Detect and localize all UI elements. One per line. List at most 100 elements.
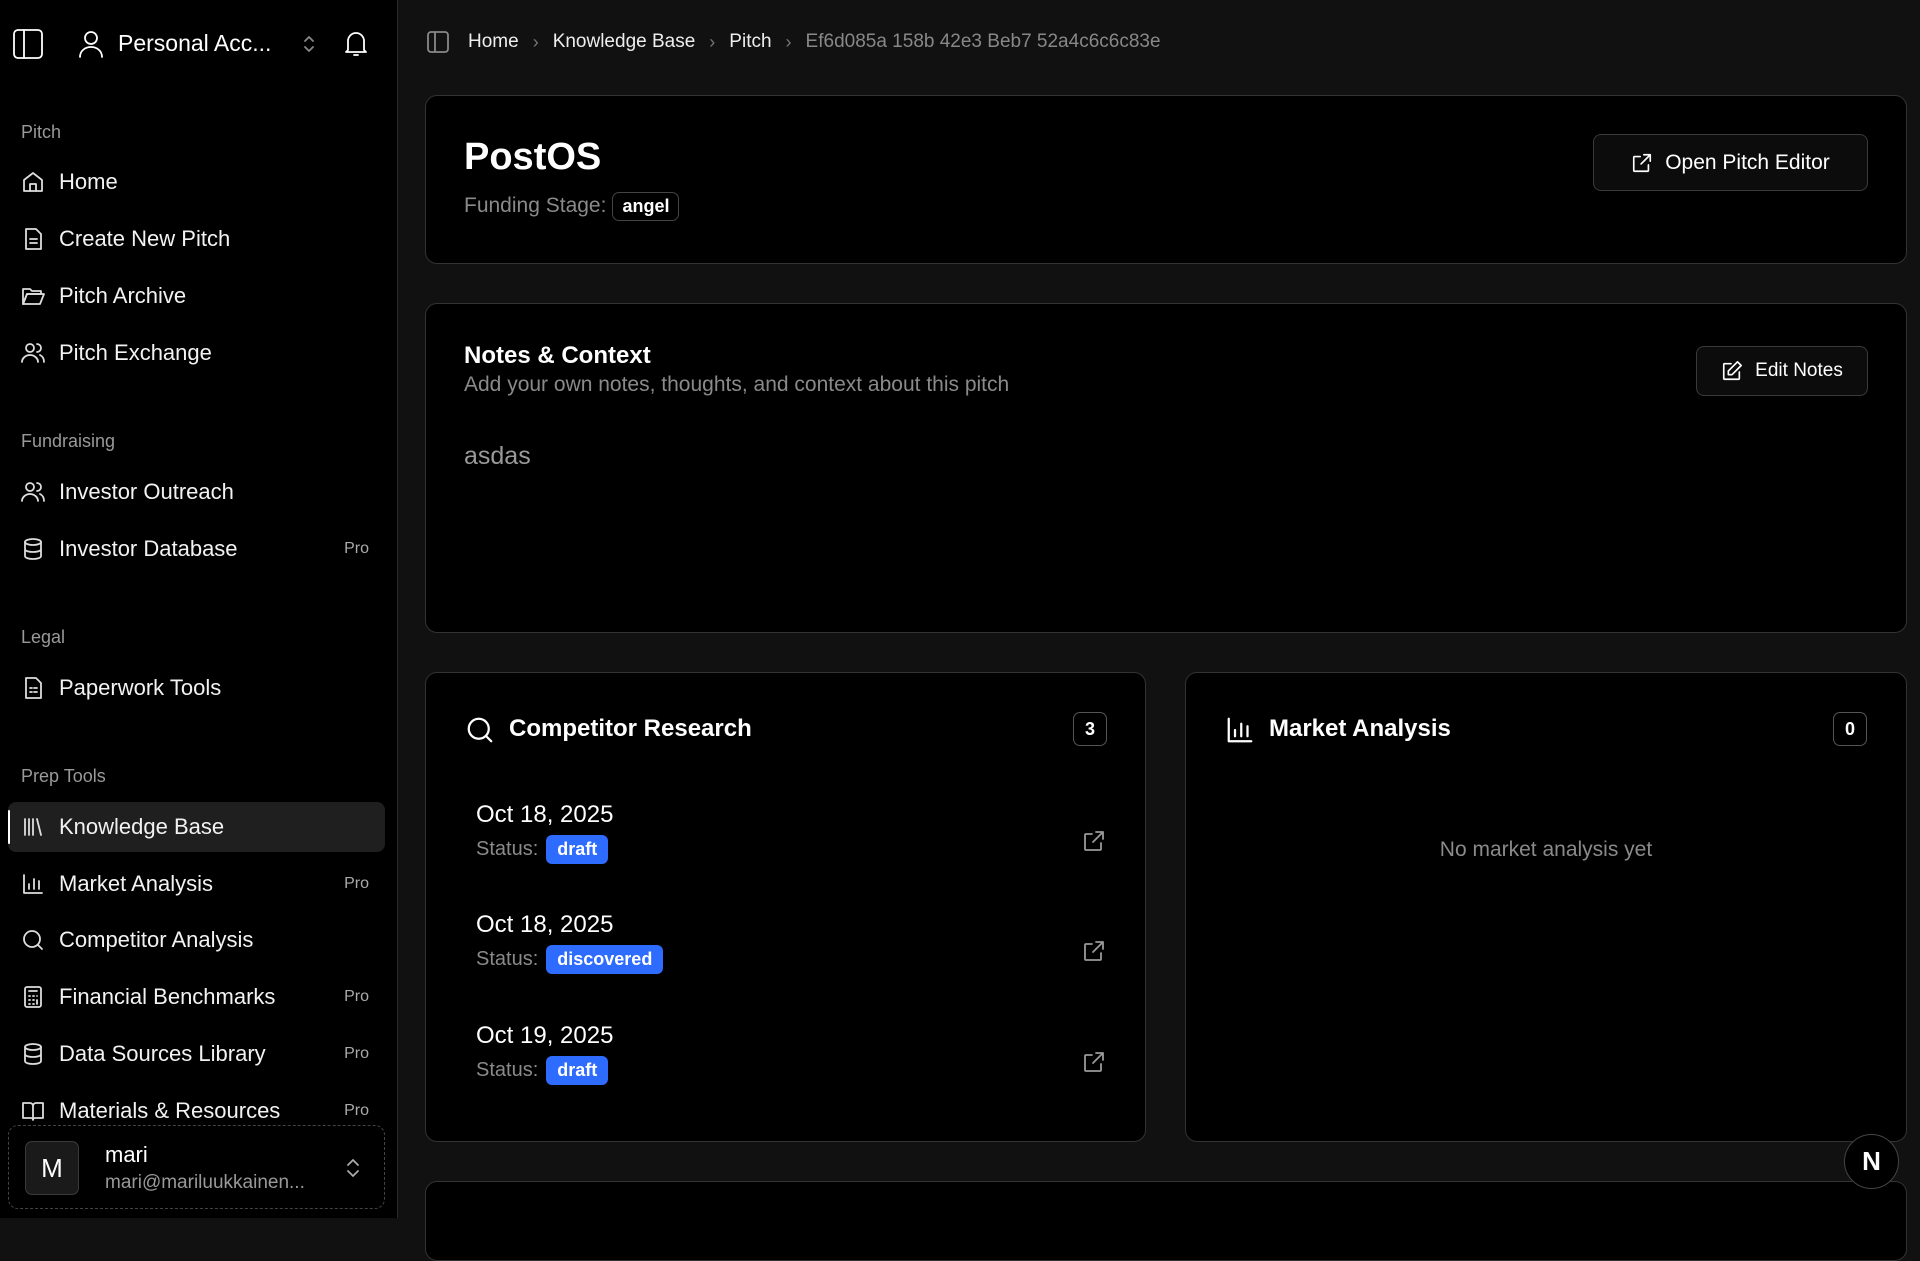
empty-state: No market analysis yet bbox=[1439, 838, 1653, 861]
competitor-item[interactable]: Oct 19, 2025 Status: draft bbox=[476, 1022, 1106, 1112]
chevrons-up-down-icon bbox=[347, 1159, 359, 1177]
breadcrumb-knowledge-base[interactable]: Knowledge Base bbox=[552, 31, 696, 52]
notes-content: asdas bbox=[464, 442, 531, 470]
sidebar-item-competitor-analysis[interactable]: Competitor Analysis bbox=[8, 915, 385, 965]
chevrons-up-down-icon[interactable] bbox=[302, 34, 316, 54]
market-analysis-title: Market Analysis bbox=[1269, 715, 1451, 742]
sidebar-item-label: Financial Benchmarks bbox=[59, 984, 276, 1009]
sidebar-item-pitch-exchange[interactable]: Pitch Exchange bbox=[8, 328, 385, 378]
sidebar-item-financial-benchmarks[interactable]: Financial Benchmarks Pro bbox=[8, 972, 385, 1022]
section-label-legal: Legal bbox=[21, 627, 66, 647]
pro-badge: Pro bbox=[344, 1102, 369, 1119]
pro-badge: Pro bbox=[344, 875, 369, 892]
user-menu[interactable]: M mari mari@mariluukkainen... bbox=[8, 1125, 385, 1209]
sidebar-item-investor-outreach[interactable]: Investor Outreach bbox=[8, 467, 385, 517]
external-link-icon[interactable] bbox=[1082, 1050, 1106, 1074]
avatar: M bbox=[25, 1141, 79, 1195]
chevron-right-icon: › bbox=[785, 31, 792, 52]
competitor-item[interactable]: Oct 18, 2025 Status: discovered bbox=[476, 911, 1106, 1001]
external-link-icon bbox=[1633, 153, 1652, 172]
status-label: Status: bbox=[476, 1059, 539, 1081]
pro-badge: Pro bbox=[344, 988, 369, 1005]
account-switcher[interactable]: Personal Acc... bbox=[118, 30, 272, 56]
file-icon bbox=[25, 228, 42, 250]
sidebar-item-label: Knowledge Base bbox=[59, 814, 225, 839]
sidebar-item-label: Market Analysis bbox=[59, 871, 214, 896]
item-date: Oct 18, 2025 bbox=[476, 801, 614, 828]
breadcrumb-pitch[interactable]: Pitch bbox=[729, 31, 772, 52]
item-date: Oct 19, 2025 bbox=[476, 1022, 614, 1049]
sidebar-item-market-analysis[interactable]: Market Analysis Pro bbox=[8, 859, 385, 909]
edit-icon bbox=[1723, 361, 1743, 381]
sidebar-item-investor-database[interactable]: Investor Database Pro bbox=[8, 524, 385, 574]
breadcrumb-current: Ef6d085a 158b 42e3 Beb7 52a4c6c6c83e bbox=[805, 31, 1161, 52]
item-date: Oct 18, 2025 bbox=[476, 911, 614, 938]
competitor-count-badge: 3 bbox=[1073, 712, 1107, 746]
library-icon bbox=[24, 818, 42, 836]
folder-open-icon bbox=[22, 288, 45, 305]
status-label: Status: bbox=[476, 948, 539, 970]
sidebar-item-data-sources-library[interactable]: Data Sources Library Pro bbox=[8, 1029, 385, 1079]
funding-stage: Funding Stage: angel bbox=[464, 192, 680, 221]
sidebar-item-pitch-archive[interactable]: Pitch Archive bbox=[8, 271, 385, 321]
section-label-fundraising: Fundraising bbox=[21, 431, 116, 451]
sidebar-item-label: Data Sources Library bbox=[59, 1041, 266, 1066]
sidebar-item-label: Investor Outreach bbox=[59, 479, 234, 504]
sidebar-item-label: Create New Pitch bbox=[59, 226, 231, 251]
page-title: PostOS bbox=[464, 136, 602, 178]
status-badge: discovered bbox=[546, 945, 664, 974]
competitor-research-card: Competitor Research 3 Oct 18, 2025 Statu… bbox=[425, 672, 1146, 1142]
calculator-icon bbox=[24, 986, 42, 1008]
breadcrumb: Home › Knowledge Base › Pitch › Ef6d085a 15… bbox=[426, 30, 1161, 54]
users-icon bbox=[21, 482, 45, 502]
market-analysis-card: Market Analysis 0 No market analysis yet bbox=[1185, 672, 1907, 1142]
sidebar-item-knowledge-base[interactable]: Knowledge Base bbox=[8, 802, 385, 852]
user-email: mari@mariluukkainen... bbox=[105, 1172, 305, 1193]
bar-chart-icon bbox=[1227, 717, 1253, 743]
pro-badge: Pro bbox=[344, 1045, 369, 1062]
notes-card: Notes & Context Add your own notes, thou… bbox=[425, 303, 1907, 633]
status-badge: draft bbox=[546, 1056, 609, 1085]
pro-badge: Pro bbox=[344, 540, 369, 557]
funding-stage-label: Funding Stage: bbox=[464, 194, 607, 218]
book-icon bbox=[22, 1102, 44, 1121]
home-icon bbox=[23, 172, 43, 192]
sidebar-item-paperwork-tools[interactable]: Paperwork Tools bbox=[8, 663, 385, 713]
external-link-icon[interactable] bbox=[1082, 829, 1106, 853]
database-icon bbox=[24, 538, 42, 560]
open-pitch-editor-button[interactable]: Open Pitch Editor bbox=[1593, 134, 1868, 191]
database-icon bbox=[24, 1043, 42, 1065]
sidebar-toggle-icon[interactable] bbox=[426, 30, 450, 54]
market-count-badge: 0 bbox=[1833, 712, 1867, 746]
pitch-header-card: PostOS Funding Stage: angel Open Pitch Ed… bbox=[425, 95, 1907, 264]
sidebar-item-label: Pitch Archive bbox=[59, 283, 187, 308]
button-label: Edit Notes bbox=[1755, 360, 1843, 381]
section-label-prep-tools: Prep Tools bbox=[21, 766, 106, 786]
sidebar-item-create-new-pitch[interactable]: Create New Pitch bbox=[8, 214, 385, 264]
sidebar-item-label: Pitch Exchange bbox=[59, 340, 212, 365]
external-link-icon[interactable] bbox=[1082, 939, 1106, 963]
next-card bbox=[425, 1181, 1907, 1261]
funding-stage-badge: angel bbox=[612, 192, 680, 221]
sidebar-item-label: Home bbox=[59, 169, 118, 194]
competitor-item[interactable]: Oct 18, 2025 Status: draft bbox=[476, 801, 1106, 891]
file-text-icon bbox=[25, 677, 42, 699]
breadcrumb-home[interactable]: Home bbox=[468, 31, 519, 52]
status-badge: draft bbox=[546, 835, 609, 864]
sidebar-item-materials-resources[interactable]: Materials & Resources Pro bbox=[8, 1086, 385, 1136]
user-icon bbox=[79, 31, 103, 58]
button-label: Open Pitch Editor bbox=[1665, 150, 1830, 174]
notes-subtitle: Add your own notes, thoughts, and contex… bbox=[464, 373, 1010, 396]
chevron-right-icon: › bbox=[532, 31, 539, 52]
sidebar-item-label: Investor Database bbox=[59, 536, 238, 561]
edit-notes-button[interactable]: Edit Notes bbox=[1696, 346, 1868, 396]
status-label: Status: bbox=[476, 838, 539, 860]
bell-icon[interactable] bbox=[344, 30, 368, 58]
section-label-pitch: Pitch bbox=[21, 122, 62, 142]
floating-n-button[interactable]: N bbox=[1844, 1134, 1899, 1189]
sidebar-item-label: Paperwork Tools bbox=[59, 675, 222, 700]
sidebar-toggle-icon[interactable] bbox=[12, 28, 44, 60]
sidebar-item-home[interactable]: Home bbox=[8, 157, 385, 207]
bar-chart-icon bbox=[23, 874, 43, 894]
users-icon bbox=[21, 343, 45, 363]
